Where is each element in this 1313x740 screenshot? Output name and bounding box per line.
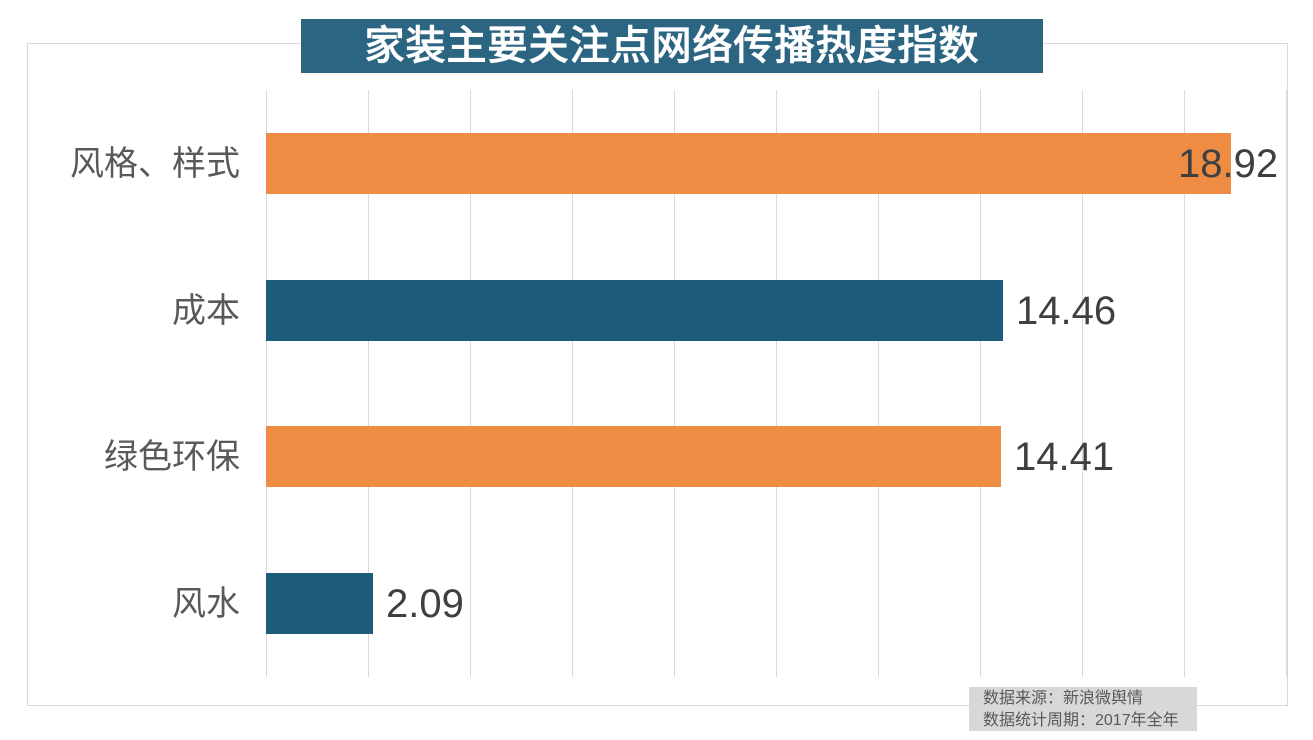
chart-title: 家装主要关注点网络传播热度指数 [301, 19, 1043, 73]
vertical-gridline [878, 90, 879, 677]
bar-2 [266, 426, 1001, 487]
value-label-2: 14.41 [1014, 435, 1115, 479]
vertical-gridline [1184, 90, 1185, 677]
bar-1 [266, 280, 1003, 341]
category-label-2: 绿色环保 [104, 438, 240, 476]
category-label-0: 风格、样式 [70, 145, 240, 183]
vertical-gridline [470, 90, 471, 677]
vertical-gridline [1082, 90, 1083, 677]
value-label-0: 18.92 [1178, 142, 1279, 186]
vertical-gridline [368, 90, 369, 677]
bar-0 [266, 133, 1231, 194]
vertical-gridline [776, 90, 777, 677]
vertical-gridline [572, 90, 573, 677]
category-label-3: 风水 [172, 585, 240, 623]
plot-area: 18.92 14.46 14.41 2.09 [266, 90, 1287, 677]
vertical-gridline [980, 90, 981, 677]
data-period-line: 数据统计周期：2017年全年 [983, 712, 1179, 729]
vertical-gridline [1286, 90, 1287, 677]
vertical-gridline [674, 90, 675, 677]
data-source-line: 数据来源：新浪微舆情 [983, 690, 1144, 707]
value-label-1: 14.46 [1016, 289, 1117, 333]
vertical-gridline [266, 90, 267, 677]
bar-3 [266, 573, 373, 634]
data-source-note: 数据来源：新浪微舆情 数据统计周期：2017年全年 [969, 687, 1197, 731]
value-label-3: 2.09 [386, 582, 464, 626]
category-label-1: 成本 [172, 292, 240, 330]
